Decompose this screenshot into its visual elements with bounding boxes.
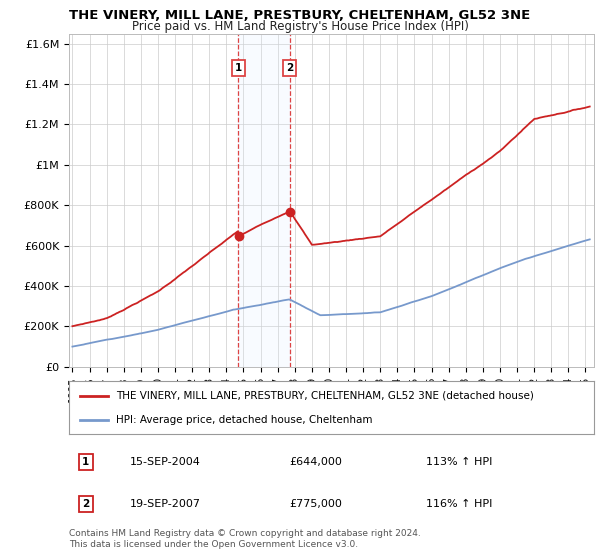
Text: THE VINERY, MILL LANE, PRESTBURY, CHELTENHAM, GL52 3NE: THE VINERY, MILL LANE, PRESTBURY, CHELTE… [70, 9, 530, 22]
Text: Contains HM Land Registry data © Crown copyright and database right 2024.
This d: Contains HM Land Registry data © Crown c… [69, 529, 421, 549]
Text: £775,000: £775,000 [290, 499, 343, 508]
Text: 19-SEP-2007: 19-SEP-2007 [130, 499, 200, 508]
Text: 116% ↑ HPI: 116% ↑ HPI [426, 499, 493, 508]
Text: Price paid vs. HM Land Registry's House Price Index (HPI): Price paid vs. HM Land Registry's House … [131, 20, 469, 33]
Text: 1: 1 [235, 63, 242, 73]
Text: HPI: Average price, detached house, Cheltenham: HPI: Average price, detached house, Chel… [116, 415, 373, 425]
Text: £644,000: £644,000 [290, 457, 343, 466]
Text: 1: 1 [82, 457, 89, 466]
Text: 113% ↑ HPI: 113% ↑ HPI [426, 457, 493, 466]
Text: 2: 2 [286, 63, 293, 73]
Text: 2: 2 [82, 499, 89, 508]
Text: THE VINERY, MILL LANE, PRESTBURY, CHELTENHAM, GL52 3NE (detached house): THE VINERY, MILL LANE, PRESTBURY, CHELTE… [116, 391, 534, 401]
Text: 15-SEP-2004: 15-SEP-2004 [130, 457, 200, 466]
Bar [238, 34, 290, 367]
